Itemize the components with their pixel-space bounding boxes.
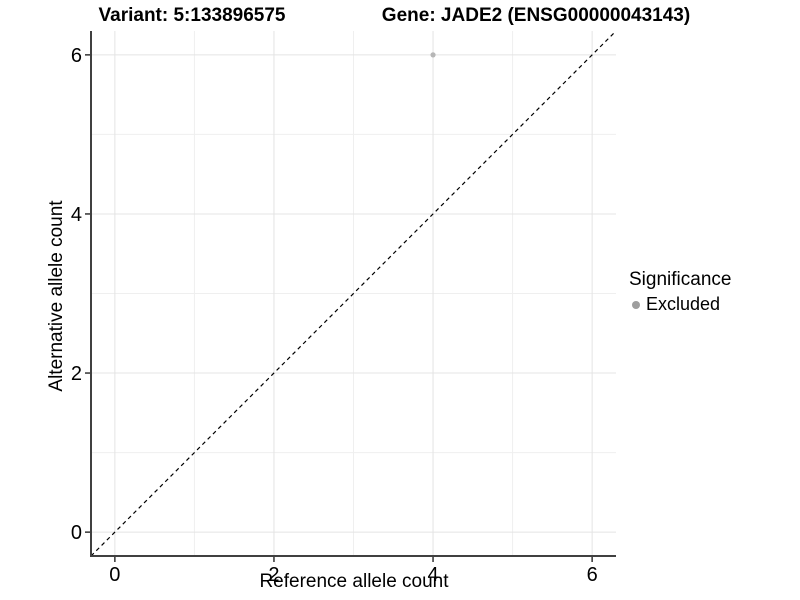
legend-entry-excluded: Excluded — [632, 294, 731, 315]
data-point — [430, 52, 436, 58]
plot-title-variant: Variant: 5:133896575 — [98, 5, 286, 26]
y-tick-label: 2 — [71, 363, 82, 385]
y-tick-label: 0 — [71, 522, 82, 544]
x-tick-label: 0 — [109, 564, 120, 586]
x-axis-title: Reference allele count — [259, 571, 449, 592]
plot-title-gene: Gene: JADE2 (ENSG00000043143) — [381, 5, 691, 26]
x-tick-label: 6 — [587, 564, 598, 586]
legend-entry-label: Excluded — [646, 294, 721, 314]
legend-title: Significance — [629, 269, 732, 290]
x-tick-label: 4 — [427, 564, 438, 586]
excluded-dot-icon — [632, 300, 640, 309]
y-tick-label: 6 — [71, 45, 82, 67]
identity-dashed-line — [90, 30, 617, 557]
y-axis-title: Alternative allele count — [46, 200, 67, 392]
y-tick-label: 4 — [71, 204, 82, 226]
legend: Significance Excluded — [629, 269, 731, 315]
x-tick-label: 2 — [268, 564, 279, 586]
